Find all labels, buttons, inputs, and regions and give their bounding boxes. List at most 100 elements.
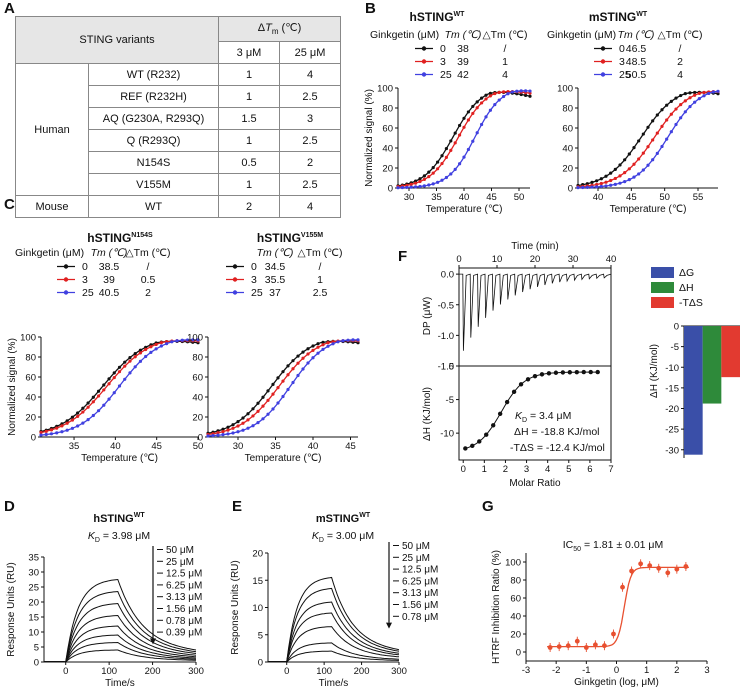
melt-point — [651, 119, 655, 123]
melt-point — [276, 401, 280, 405]
itc-kd-annotation: KD = 3.4 μM — [515, 410, 571, 424]
x-axis-label: Time (min) — [511, 241, 558, 252]
chart-title-d: hSTINGWT — [93, 512, 145, 525]
legend-swatch — [651, 267, 674, 278]
table-species-cell: Mouse — [15, 195, 89, 218]
melt-point — [117, 365, 122, 369]
melt-point — [159, 341, 163, 345]
legend-swatch — [651, 282, 674, 293]
melt-point — [102, 403, 106, 407]
melt-point — [466, 118, 470, 122]
melt-point — [655, 151, 659, 155]
legend-conc: 0 — [82, 261, 88, 273]
dose-response-point — [638, 561, 644, 567]
melt-point — [414, 181, 418, 185]
melt-point — [613, 167, 617, 171]
panel-label-d: D — [4, 498, 15, 515]
melt-point — [493, 103, 497, 107]
dose-response-point — [620, 584, 625, 590]
melt-point — [436, 180, 440, 184]
melt-point — [627, 178, 631, 182]
melt-point — [256, 401, 260, 405]
y-tick-label: 15 — [28, 613, 39, 624]
y-tick-label: 0 — [516, 648, 521, 659]
melt-point — [475, 131, 479, 135]
itc-dh-annotation: ΔH = -18.8 KJ/mol — [514, 426, 600, 438]
y-tick-label: 60 — [562, 124, 573, 135]
itc-data-point — [497, 411, 503, 417]
legend-swatch — [651, 297, 674, 308]
y-tick-label: 40 — [562, 144, 573, 155]
itc-data-point — [463, 446, 468, 451]
table-variant-cell: Q (R293Q) — [88, 129, 219, 152]
y-tick-label: 80 — [25, 353, 36, 364]
sensorgram-12.5μM — [268, 601, 400, 663]
melt-point — [697, 97, 701, 101]
melt-point — [271, 392, 275, 396]
legend-dtm-value: 0.5 — [141, 274, 156, 286]
melt-point — [241, 421, 245, 425]
melt-point — [665, 137, 669, 141]
melt-point — [488, 94, 492, 98]
melt-point — [674, 96, 678, 100]
legend-label: ΔH — [679, 282, 694, 294]
sensorgram-3.13μM — [44, 625, 197, 663]
melt-point — [321, 347, 325, 351]
melt-curve-3 — [397, 90, 531, 188]
melt-point — [60, 424, 64, 428]
melt-curve-25 — [397, 90, 531, 189]
itc-data-point — [491, 423, 496, 428]
panel-label-a: A — [4, 0, 15, 17]
table-variant-cell: REF (R232H) — [88, 85, 219, 108]
melt-point — [221, 430, 225, 434]
melt-point — [112, 375, 116, 380]
x-tick-label: 35 — [270, 441, 281, 452]
melt-point — [286, 364, 290, 368]
legend-concentration: 1.56 μM — [166, 604, 202, 615]
melt-point — [623, 171, 627, 175]
melt-point — [453, 141, 457, 145]
table-row: AQ (G230A, R293Q) 1.5 3 — [16, 107, 341, 130]
melt-point — [623, 158, 627, 162]
melt-point — [231, 431, 235, 435]
legend-tm-value: 46.5 — [626, 43, 647, 55]
legend-conc: 3 — [82, 274, 88, 286]
sensorgram-25μM — [268, 587, 400, 663]
x-tick-label: 40 — [459, 192, 470, 203]
melt-point — [632, 175, 636, 179]
melt-point — [609, 183, 613, 187]
x-tick-label: 45 — [151, 441, 162, 452]
y-tick-label: 100 — [557, 84, 573, 95]
melt-point — [660, 124, 664, 128]
itc-data-point — [539, 372, 545, 377]
x-axis-label: Molar Ratio — [509, 478, 561, 489]
melt-point — [55, 426, 59, 430]
melt-point — [107, 397, 111, 401]
dose-response-point — [574, 638, 580, 644]
itc-data-point — [581, 369, 586, 375]
melt-point — [655, 131, 659, 135]
melt-point — [665, 103, 669, 107]
legend-conc: 3 — [251, 274, 257, 286]
legend-tm-value: 35.5 — [265, 274, 286, 286]
y-tick-label: 60 — [25, 373, 36, 384]
panel-label-g: G — [482, 498, 494, 515]
x-tick-label: 1 — [644, 665, 649, 676]
x-axis-label: Temperature (℃) — [245, 453, 322, 464]
melt-point — [246, 412, 250, 416]
y-tick-label: 40 — [510, 612, 521, 623]
melt-point — [96, 394, 101, 398]
melt-point — [70, 418, 74, 422]
melt-point — [458, 162, 462, 166]
legend-tm-header: Tm (℃) — [91, 247, 128, 259]
melt-point — [444, 146, 448, 151]
melt-curve-0 — [577, 91, 719, 187]
melt-point — [206, 434, 210, 438]
melt-point — [246, 418, 250, 422]
sensorgram-6.25μM — [268, 612, 400, 663]
melt-point — [149, 350, 153, 354]
legend-conc: 25 — [619, 69, 631, 81]
chart-title-e: mSTINGWT — [316, 512, 371, 525]
x-tick-label: 45 — [626, 192, 637, 203]
panel-label-c: C — [4, 196, 15, 213]
